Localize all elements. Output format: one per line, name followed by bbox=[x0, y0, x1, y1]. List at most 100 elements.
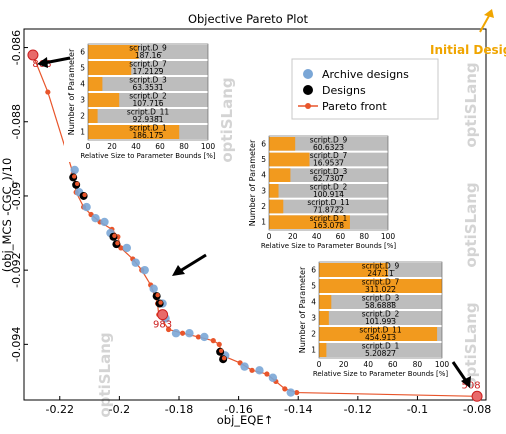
inset-2-xlabel: Relative Size to Parameter Bounds [%] bbox=[261, 242, 397, 250]
archive-point-16 bbox=[240, 362, 249, 371]
archive-point-4 bbox=[100, 217, 109, 227]
inset-2-param-2: 2 bbox=[261, 202, 266, 211]
inset-2-value-2: 71.8722 bbox=[313, 205, 344, 214]
inset-3-xtick-0: 0 bbox=[317, 360, 322, 369]
inset-3-bar-3 bbox=[319, 311, 329, 325]
inset-1-name-6: script.D_9 bbox=[129, 44, 167, 53]
archive-point-12 bbox=[171, 329, 181, 338]
design-point-core-4 bbox=[115, 240, 120, 246]
archive-point-13 bbox=[185, 329, 194, 338]
inset-1-bar-4 bbox=[88, 77, 103, 91]
inset-2-value-5: 16.9537 bbox=[313, 158, 344, 167]
inset-1-param-3: 3 bbox=[80, 96, 85, 105]
inset-1-bar-6 bbox=[88, 45, 139, 59]
inset-1-param-6: 6 bbox=[80, 48, 85, 57]
inset-3-param-5: 5 bbox=[311, 282, 316, 291]
inset-2-ylabel: Number of Parameter bbox=[248, 139, 257, 226]
inset-2-param-3: 3 bbox=[261, 186, 266, 195]
archive-point-18 bbox=[268, 373, 278, 382]
y-tick-label-3: -0.092 bbox=[10, 252, 23, 287]
watermark-1: optiSLang bbox=[218, 77, 236, 162]
inset-1-bar-2 bbox=[88, 109, 98, 123]
inset-3-value-1: 5.20827 bbox=[365, 349, 396, 358]
inset-3-value-3: 101.993 bbox=[365, 317, 396, 326]
inset-2-xtick-1: 20 bbox=[288, 232, 298, 241]
inset-1-value-3: 107.716 bbox=[132, 99, 163, 108]
inset-2-bar-4 bbox=[269, 168, 291, 182]
arrowhead-868 bbox=[37, 57, 48, 68]
inset-3-bar-2 bbox=[319, 327, 438, 341]
inset-3-name-2: script.D_11 bbox=[359, 326, 402, 335]
initial-design-arrow bbox=[479, 13, 491, 33]
x-tick-label-6: -0.1 bbox=[407, 403, 428, 416]
archive-point-7 bbox=[131, 258, 140, 267]
inset-2-param-4: 4 bbox=[261, 171, 266, 180]
inset-1-name-1: script.D_1 bbox=[129, 124, 167, 133]
x-axis-label: obj_EQE↑ bbox=[217, 413, 274, 427]
design-point-core-2 bbox=[82, 192, 87, 198]
inset-1-name-5: script.D_7 bbox=[129, 60, 167, 69]
x-tick-label-5: -0.12 bbox=[344, 403, 372, 416]
inset-1-value-6: 187.16 bbox=[135, 51, 161, 60]
inset-2-name-2: script.D_11 bbox=[307, 198, 350, 207]
legend-pareto-marker bbox=[305, 103, 311, 109]
inset-3-name-5: script.D_7 bbox=[362, 278, 400, 287]
pareto-point-23 bbox=[264, 371, 270, 377]
inset-3-bar-bg-1 bbox=[319, 343, 442, 357]
archive-point-0 bbox=[70, 165, 79, 175]
inset-3-ylabel: Number of Parameter bbox=[298, 266, 307, 353]
inset-3-param-4: 4 bbox=[311, 298, 316, 307]
inset-frame-1 bbox=[87, 43, 209, 141]
arrowhead-983 bbox=[172, 265, 185, 276]
inset-1-xtick-3: 60 bbox=[155, 142, 165, 151]
watermark-4: optiSLang bbox=[462, 302, 480, 387]
inset-3-xtick-3: 60 bbox=[388, 360, 398, 369]
inset-3-param-3: 3 bbox=[311, 314, 316, 323]
y-tick-label-0: -0.086 bbox=[10, 30, 23, 65]
inset-3-xtick-4: 80 bbox=[413, 360, 423, 369]
archive-point-6 bbox=[122, 243, 132, 253]
design-point-core-5 bbox=[155, 292, 160, 298]
legend-designs-marker bbox=[303, 85, 313, 95]
legend-archive-marker bbox=[303, 69, 313, 79]
highlight-point-508 bbox=[471, 390, 483, 402]
inset-3-bar-4 bbox=[319, 295, 332, 309]
inset-1-param-4: 4 bbox=[80, 80, 85, 89]
annotation-arrows bbox=[37, 56, 471, 388]
inset-2-name-6: script.D_9 bbox=[310, 136, 348, 145]
inset-2-value-3: 100.914 bbox=[313, 190, 344, 199]
x-tick-label-7: -0.08 bbox=[463, 403, 491, 416]
inset-3-bar-1 bbox=[319, 343, 327, 357]
inset-3-param-2: 2 bbox=[311, 330, 316, 339]
archive-point-8 bbox=[140, 265, 149, 275]
design-point-core-8 bbox=[221, 355, 227, 361]
y-tick-label-1: -0.088 bbox=[10, 104, 23, 139]
inset-2-xtick-5: 100 bbox=[381, 232, 396, 241]
inset-2-value-4: 62.7307 bbox=[313, 174, 344, 183]
legend-designs-label: Designs bbox=[322, 84, 366, 97]
inset-1-xtick-0: 0 bbox=[86, 142, 91, 151]
inset-3-name-1: script.D_1 bbox=[362, 342, 400, 351]
inset-3-value-2: 454.913 bbox=[365, 333, 396, 342]
inset-1-value-4: 63.3531 bbox=[132, 83, 163, 92]
chart-title: Objective Pareto Plot bbox=[188, 12, 309, 26]
inset-2-bar-bg-3 bbox=[269, 184, 388, 198]
pareto-point-26 bbox=[294, 389, 300, 396]
watermarks: optiSLang optiSLang optiSLang optiSLang … bbox=[96, 62, 480, 417]
inset-2-name-5: script.D_7 bbox=[310, 151, 348, 160]
pareto-point-15 bbox=[165, 326, 172, 333]
design-point-core-1 bbox=[74, 181, 80, 187]
inset-1-name-2: script.D_11 bbox=[127, 108, 170, 117]
arrowhead-508 bbox=[461, 376, 471, 388]
design-point-core-6 bbox=[158, 300, 163, 305]
designs-series bbox=[69, 173, 228, 364]
y-axis-label: (obj_MCS -CGC_)/10 bbox=[0, 158, 14, 273]
archive-designs-series bbox=[70, 165, 295, 397]
inset-3-name-4: script.D_3 bbox=[362, 294, 400, 303]
inset-3-param-6: 6 bbox=[311, 266, 316, 275]
inset-2-bar-3 bbox=[269, 184, 279, 198]
design-point-core-0 bbox=[71, 174, 77, 179]
inset-2-param-6: 6 bbox=[261, 139, 266, 148]
inset-1-bar-bg-4 bbox=[88, 77, 208, 91]
